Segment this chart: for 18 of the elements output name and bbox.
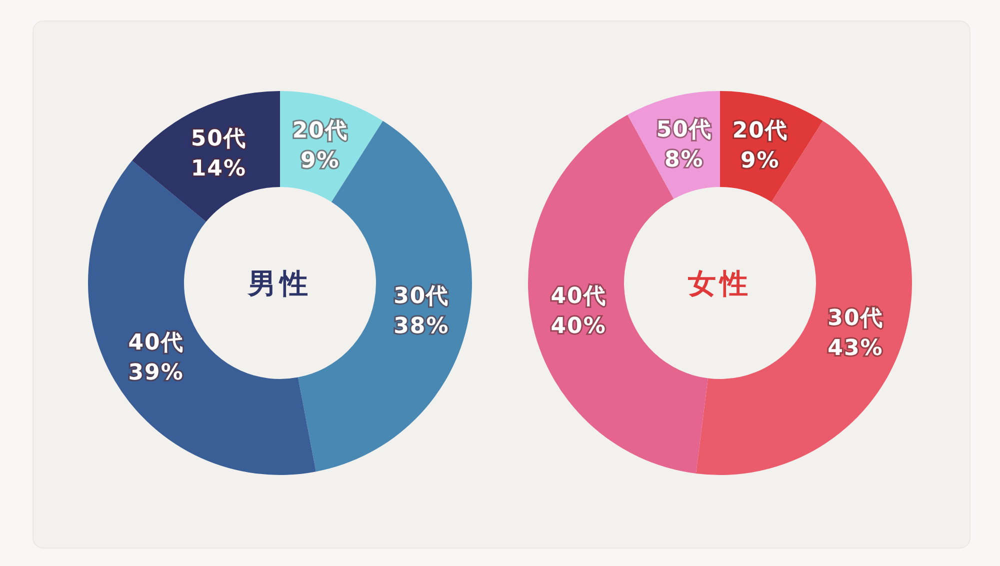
data-label: 38% <box>394 314 450 339</box>
data-label: 14% <box>190 156 247 182</box>
slice-label: 50代 <box>190 126 246 152</box>
text: 女性 <box>687 267 752 300</box>
slice-label: 30代 <box>394 284 450 309</box>
data-label: 9% <box>300 148 340 174</box>
data-label: 39% <box>128 360 184 386</box>
data-label: 8% <box>664 148 704 173</box>
data-label: 43% <box>828 336 884 361</box>
slice-label: 30代 <box>828 306 884 331</box>
slice-label: 20代 <box>292 118 348 144</box>
text: 男性 <box>247 267 312 300</box>
data-label: 40% <box>550 314 606 339</box>
slice-label: 40代 <box>128 330 184 356</box>
slice-label: 20代 <box>732 118 788 144</box>
slice-label: 40代 <box>550 284 606 309</box>
slice-label: 50代 <box>656 118 712 143</box>
data-label: 9% <box>740 148 780 174</box>
